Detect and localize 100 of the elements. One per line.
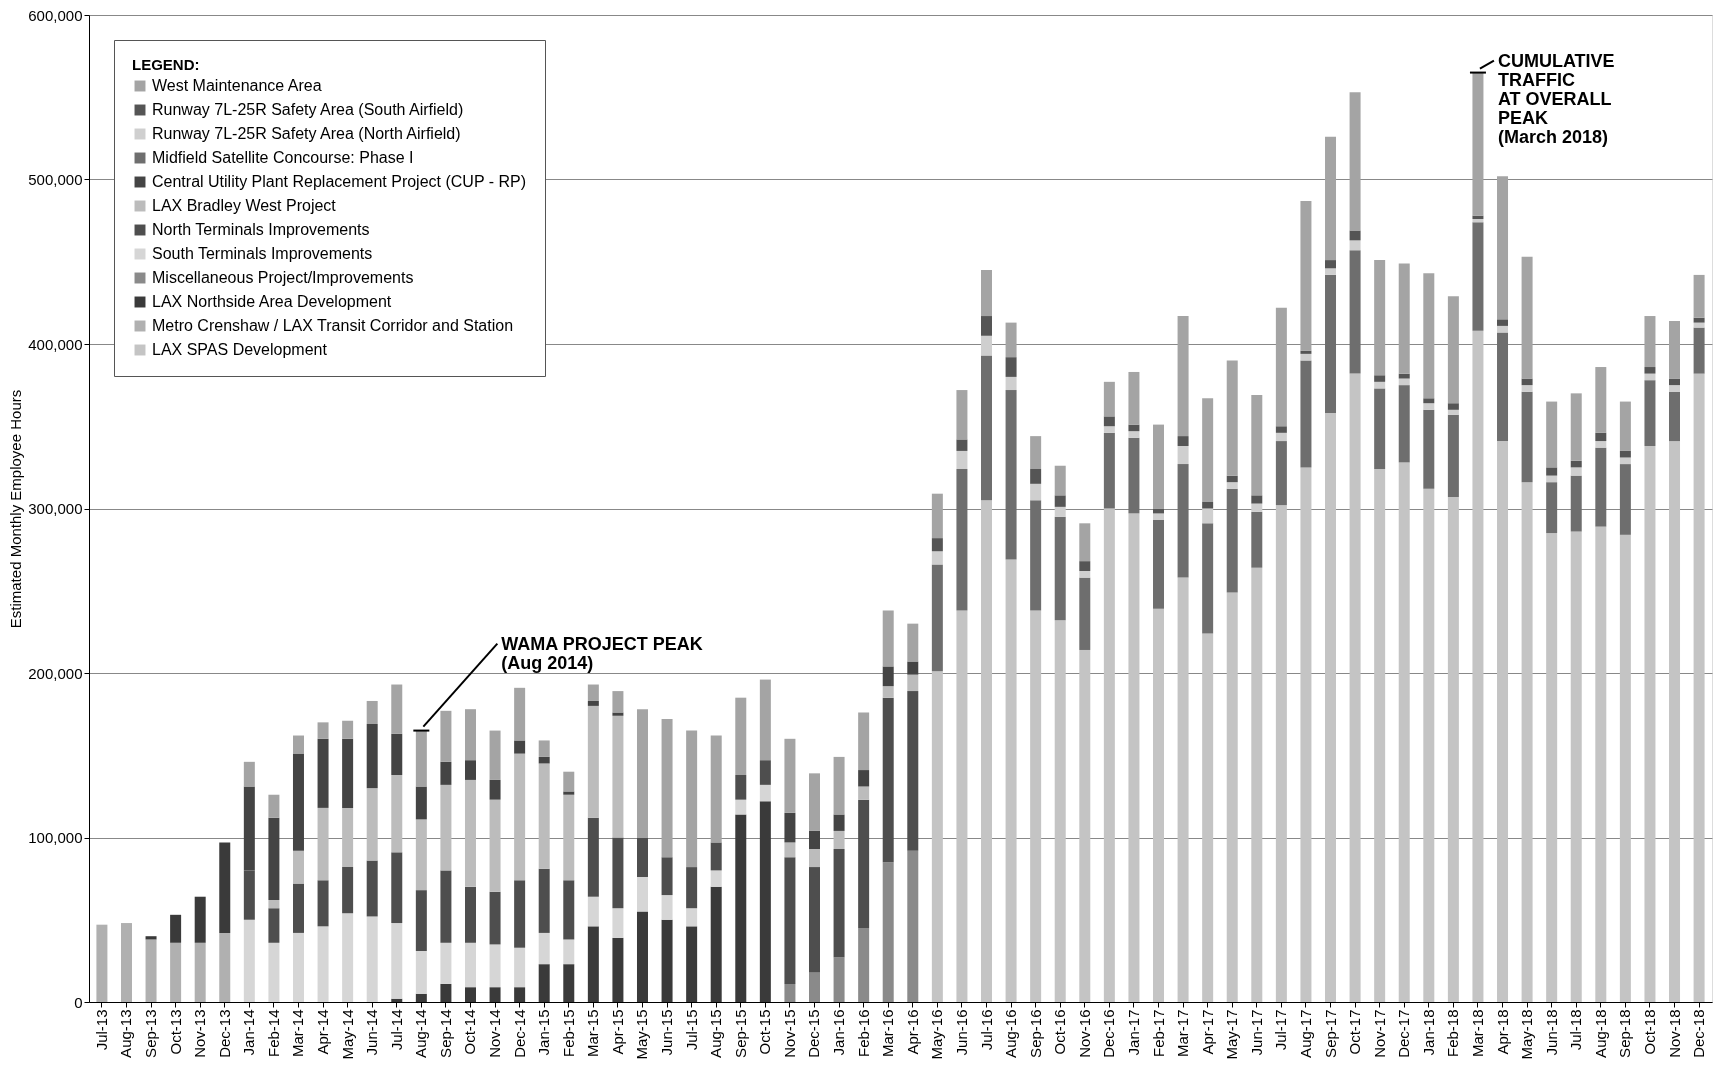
bar <box>1497 325 1509 333</box>
bar <box>1595 367 1607 433</box>
bar <box>391 998 403 1002</box>
bar <box>735 697 747 775</box>
bar <box>686 730 698 868</box>
bar <box>759 784 771 802</box>
bar <box>1251 567 1263 1002</box>
bar <box>661 919 673 1002</box>
bar <box>1153 520 1165 609</box>
bar <box>1669 378 1681 386</box>
bar <box>1349 230 1361 241</box>
bar <box>612 837 624 909</box>
legend-label: LAX Bradley West Project <box>152 197 337 214</box>
bar <box>1079 577 1091 650</box>
bar <box>1226 488 1238 593</box>
bar <box>1570 393 1582 461</box>
bar <box>956 390 968 440</box>
bar <box>1128 437 1140 514</box>
bar <box>931 551 943 565</box>
bar <box>1153 424 1165 509</box>
bar <box>587 684 599 701</box>
bar <box>1300 200 1312 351</box>
legend-label: Miscellaneous Project/Improvements <box>152 269 414 286</box>
x-tick-label: Oct-17 <box>1346 1009 1364 1055</box>
bar <box>587 926 599 1002</box>
x-tick-label: Jul-13 <box>92 1009 110 1051</box>
bar <box>1447 414 1459 497</box>
bar <box>956 439 968 451</box>
bar <box>636 837 648 877</box>
x-tick-label: Jan-15 <box>535 1009 553 1056</box>
bar <box>1546 533 1558 1002</box>
bar <box>1472 330 1484 1002</box>
bar <box>1251 511 1263 568</box>
x-tick-label: Aug-18 <box>1591 1009 1609 1058</box>
bar <box>636 709 648 838</box>
bar <box>391 684 403 734</box>
bar <box>1079 571 1091 578</box>
bar <box>1398 385 1410 463</box>
bar <box>981 355 992 501</box>
x-tick-label: Apr-17 <box>1198 1009 1216 1055</box>
bar <box>1030 500 1042 611</box>
x-tick-label: Mar-17 <box>1174 1009 1192 1058</box>
bar <box>415 993 427 1002</box>
bar <box>366 700 378 724</box>
bar <box>612 712 624 716</box>
bar <box>1423 488 1435 1002</box>
bar <box>1177 445 1189 465</box>
bar <box>538 740 550 757</box>
bar <box>1103 432 1115 509</box>
bar <box>1054 516 1066 621</box>
x-tick-label: Mar-15 <box>584 1009 602 1058</box>
bar <box>1644 316 1656 368</box>
bar <box>636 911 648 1002</box>
bar <box>342 720 354 739</box>
bar <box>1251 395 1263 496</box>
x-tick-label: Aug-16 <box>1002 1009 1020 1058</box>
bar <box>170 914 182 943</box>
x-tick-label: Oct-15 <box>756 1009 774 1055</box>
bar <box>538 763 550 869</box>
bar <box>440 761 452 785</box>
bar <box>858 712 870 771</box>
bar <box>833 814 845 831</box>
bar <box>268 900 280 909</box>
bar <box>120 923 132 1002</box>
x-tick-label: Jul-15 <box>682 1009 700 1051</box>
x-tick-label: Jul-17 <box>1272 1009 1290 1051</box>
bar <box>931 493 943 539</box>
x-tick-label: Apr-15 <box>608 1009 626 1055</box>
bar <box>1103 416 1115 427</box>
bar <box>1570 475 1582 532</box>
bar <box>1619 401 1631 451</box>
bar <box>1275 432 1287 442</box>
bar <box>415 786 427 820</box>
legend-title: LEGEND: <box>132 56 200 73</box>
bar <box>1226 475 1238 483</box>
bar <box>342 867 354 914</box>
bar <box>1054 495 1066 507</box>
bar <box>243 761 255 787</box>
bar <box>1054 620 1066 1002</box>
bar <box>1275 426 1287 433</box>
x-tick-label: Mar-16 <box>879 1009 897 1058</box>
x-tick-label: Dec-14 <box>510 1009 528 1058</box>
bar <box>219 932 231 1002</box>
bar <box>194 942 206 1002</box>
bar <box>1054 506 1066 517</box>
bar <box>1177 464 1189 578</box>
bar <box>514 753 526 881</box>
bar <box>1447 496 1459 1002</box>
bar <box>981 269 992 317</box>
bar <box>1349 373 1361 1002</box>
bar <box>931 564 943 672</box>
bar <box>1693 274 1705 318</box>
bar <box>1447 296 1459 404</box>
bar <box>784 738 796 813</box>
bar <box>1005 322 1017 358</box>
y-tick-label: 100,000 <box>28 829 83 846</box>
bar <box>809 830 820 850</box>
x-tick-label: Sep-14 <box>436 1009 454 1058</box>
bar <box>710 870 722 887</box>
bar <box>686 926 698 1002</box>
